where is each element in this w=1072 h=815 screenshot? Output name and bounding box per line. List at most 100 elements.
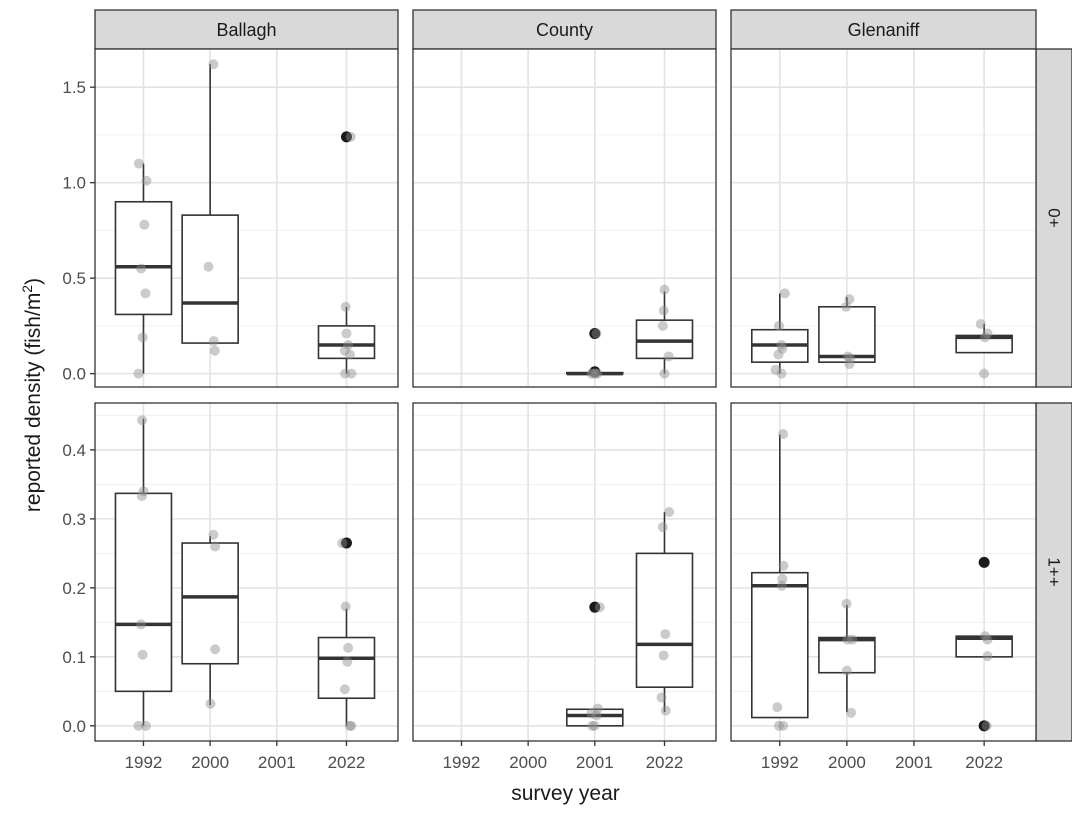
x-tick-label: 2022	[646, 753, 684, 772]
x-tick-label: 2000	[191, 753, 229, 772]
facet-strip-county	[412, 9, 717, 50]
jitter-point	[841, 598, 852, 609]
box-iqr	[565, 708, 624, 727]
jitter-point	[773, 349, 784, 360]
jitter-point	[776, 339, 787, 350]
jitter-point	[135, 619, 146, 630]
y-tick-label: 0.0	[62, 365, 86, 384]
jitter-point	[141, 175, 152, 186]
panel-county-row1	[412, 48, 717, 388]
jitter-point	[138, 486, 149, 497]
panel-border	[412, 48, 717, 388]
x-tick-label: 2000	[828, 753, 866, 772]
jitter-point	[344, 349, 355, 360]
jitter-point	[659, 284, 670, 295]
jitter-point	[591, 328, 602, 339]
box-outlier	[340, 537, 352, 549]
jitter-point	[589, 720, 600, 731]
jitter-point	[342, 656, 353, 667]
jitter-point	[659, 368, 670, 379]
jitter-point	[133, 720, 144, 731]
jitter-point	[776, 580, 787, 591]
jitter-point	[772, 702, 783, 713]
jitter-point	[660, 629, 671, 640]
box-outlier	[589, 601, 601, 613]
jitter-point	[778, 720, 789, 731]
jitter-point	[136, 491, 147, 502]
jitter-point	[594, 602, 605, 613]
x-tick-label: 2022	[965, 753, 1003, 772]
box-outlier	[978, 720, 990, 732]
jitter-point	[773, 320, 784, 331]
x-tick-label: 2001	[258, 753, 296, 772]
jitter-point	[979, 368, 990, 379]
jitter-point	[346, 720, 357, 731]
jitter-point	[847, 634, 858, 645]
x-tick-label: 2000	[509, 753, 547, 772]
facet-strip-label: County	[536, 20, 593, 40]
jitter-point	[340, 301, 351, 312]
jitter-point	[591, 710, 602, 721]
jitter-point	[770, 364, 781, 375]
y-tick-label: 0.2	[62, 579, 86, 598]
facet-row-label: 0+	[1045, 208, 1064, 227]
x-axis-title: survey year	[511, 782, 620, 805]
jitter-point	[586, 708, 597, 719]
x-tick-label: 2022	[328, 753, 366, 772]
jitter-point	[208, 59, 219, 70]
y-tick-label: 0.0	[62, 717, 86, 736]
box-iqr	[750, 571, 809, 719]
jitter-point	[205, 698, 216, 709]
facet-strip-ballagh	[94, 9, 399, 50]
box-iqr	[181, 542, 239, 665]
jitter-point	[975, 318, 986, 329]
jitter-point	[587, 720, 598, 731]
jitter-point	[345, 131, 356, 142]
jitter-point	[844, 294, 855, 305]
jitter-point	[777, 343, 788, 354]
box-outlier	[340, 131, 352, 143]
y-axis-title-main: reported density (fish/m	[22, 293, 45, 512]
jitter-point	[341, 328, 352, 339]
jitter-point	[340, 601, 351, 612]
box-iqr	[114, 492, 173, 693]
jitter-point	[208, 529, 219, 540]
x-tick-label: 1992	[443, 753, 481, 772]
y-tick-label: 0.5	[62, 269, 86, 288]
box-iqr	[635, 552, 694, 688]
jitter-point	[210, 541, 221, 552]
jitter-point	[779, 288, 790, 299]
box-iqr	[317, 325, 376, 360]
panel-border	[94, 48, 399, 388]
box-outlier	[978, 556, 990, 568]
jitter-point	[982, 634, 993, 645]
panel-ballagh-row1: 0.0 0.5 1.0 1.5	[62, 48, 399, 388]
jitter-point	[842, 634, 853, 645]
jitter-point	[343, 339, 354, 350]
jitter-point	[137, 415, 148, 426]
jitter-point	[140, 288, 151, 299]
box-iqr	[114, 200, 173, 316]
box-iqr	[818, 636, 876, 674]
y-tick-label: 0.3	[62, 510, 86, 529]
jitter-point	[346, 368, 357, 379]
panel-county-row2: 1992 2000 2001 2022	[412, 402, 717, 772]
jitter-point	[590, 368, 601, 379]
x-tick-label: 2001	[576, 753, 614, 772]
y-axis-title-superscript: 2	[19, 285, 35, 293]
jitter-point	[656, 692, 667, 703]
panel-border	[94, 402, 399, 742]
y-tick-label: 1.5	[62, 78, 86, 97]
box-outlier	[589, 328, 601, 340]
jitter-point	[773, 720, 784, 731]
jitter-point	[657, 320, 668, 331]
x-tick-label: 2001	[895, 753, 933, 772]
jitter-point	[210, 644, 221, 655]
jitter-point	[137, 649, 148, 660]
jitter-point	[208, 336, 219, 347]
jitter-point	[588, 368, 599, 379]
jitter-point	[343, 642, 354, 653]
box-outlier	[589, 366, 601, 378]
